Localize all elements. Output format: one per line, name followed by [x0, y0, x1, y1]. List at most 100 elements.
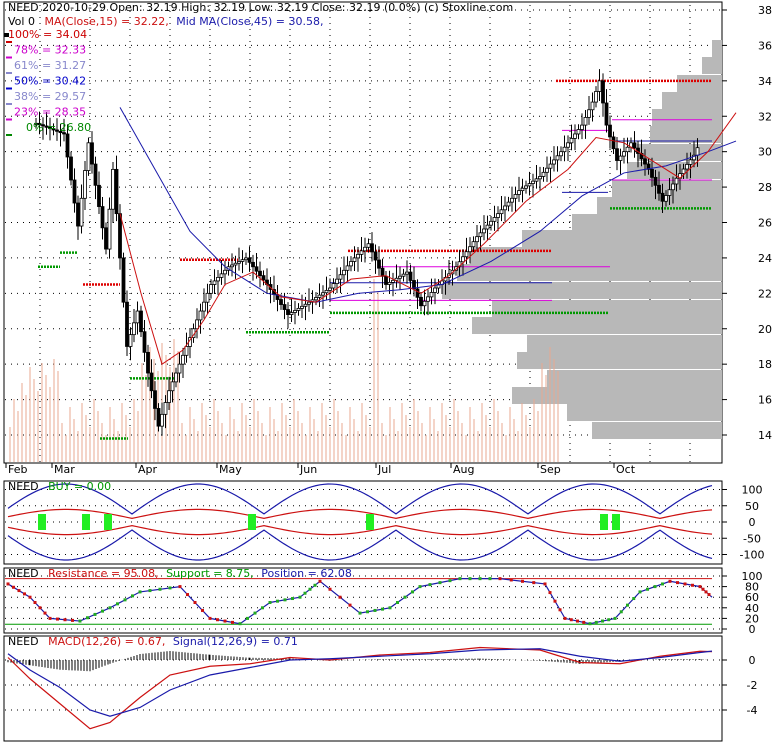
- candle-body: [237, 261, 241, 264]
- position-marker: [12, 585, 15, 589]
- fib-label: 23% = 28.35: [14, 106, 86, 119]
- volume-profile-bar: [567, 404, 722, 421]
- position-marker: [548, 591, 552, 595]
- candle-body: [174, 372, 178, 383]
- position-marker: [498, 577, 502, 581]
- candle-body: [230, 264, 234, 268]
- position-marker: [313, 583, 317, 587]
- res-tick-label: 0: [749, 623, 756, 636]
- buy-signal-marker: [600, 514, 608, 530]
- price-axis: 14 16 18 20 22 24 26 28 30 32 34 36 38: [722, 4, 772, 442]
- position-marker: [268, 601, 272, 604]
- candle-body: [632, 142, 637, 149]
- candle-body: [485, 224, 490, 230]
- volume-profile-bar: [442, 282, 722, 299]
- position-marker: [231, 620, 234, 624]
- volume-profile-bar: [637, 144, 722, 161]
- position-marker: [303, 591, 307, 595]
- candle-body: [419, 296, 423, 307]
- candle-body: [653, 176, 658, 186]
- month-label: Sep: [540, 463, 561, 476]
- candle-body: [100, 206, 105, 229]
- buy-tick-label: 50: [745, 500, 759, 513]
- candle-body: [279, 299, 283, 305]
- volume-profile-bar: [662, 92, 722, 109]
- candle-body: [611, 136, 616, 150]
- candle-body: [142, 331, 147, 353]
- position-marker: [619, 610, 623, 614]
- month-label: Feb: [8, 463, 27, 476]
- buy-signal-marker: [82, 514, 90, 530]
- position-marker: [276, 599, 279, 603]
- price-tick-label: 34: [758, 75, 772, 88]
- candle-body: [128, 334, 133, 347]
- candle-body: [674, 177, 679, 185]
- position-marker: [253, 611, 257, 615]
- price-tick-label: 20: [758, 323, 772, 336]
- fib-label: 61% = 31.27: [14, 59, 86, 72]
- candle-body: [517, 190, 521, 195]
- buy-signal-marker: [366, 514, 374, 530]
- candle-body: [387, 282, 392, 285]
- candle-body: [321, 292, 325, 296]
- candle-body: [212, 280, 217, 285]
- candle-body: [492, 217, 497, 222]
- candle-body: [545, 167, 549, 173]
- month-label: Aug: [453, 463, 474, 476]
- candle-body: [352, 257, 357, 262]
- candle-body: [359, 250, 364, 255]
- position-marker: [661, 582, 664, 586]
- candle-body: [496, 213, 500, 218]
- candle-body: [552, 159, 556, 165]
- candle-body: [282, 304, 287, 310]
- candle-body: [384, 275, 388, 285]
- candle-body: [475, 236, 479, 243]
- price-tick-label: 16: [758, 394, 772, 407]
- header-line: NEED 2020-10-29 Open: 32.19 High: 32.19 …: [8, 1, 513, 14]
- candle-body: [587, 109, 591, 118]
- position-marker: [48, 616, 52, 620]
- candle-body: [594, 91, 598, 103]
- fib-label: 38% = 29.57: [14, 90, 86, 103]
- candle-body: [608, 124, 612, 138]
- candle-body: [394, 277, 399, 281]
- candle-body: [328, 287, 332, 291]
- position-marker: [396, 601, 399, 604]
- position-marker: [38, 606, 42, 610]
- macd-panel: 0 -2 -4: [5, 646, 757, 730]
- candle-body: [380, 267, 385, 277]
- candle-body: [660, 192, 665, 202]
- candle-body: [643, 158, 647, 165]
- candle-body: [489, 220, 493, 226]
- buy-signal-marker: [38, 514, 46, 530]
- buy-label: BUY = 0.00: [48, 480, 111, 493]
- candle-body: [667, 189, 672, 196]
- candle-body: [349, 261, 353, 267]
- candle-body: [107, 208, 112, 250]
- month-label: Oct: [616, 463, 636, 476]
- candle-body: [167, 390, 171, 403]
- volume-profile-bar: [650, 126, 722, 143]
- macd-line: [7, 646, 713, 730]
- candle-body: [111, 168, 115, 210]
- candle-body: [181, 354, 185, 365]
- res-tick-label: 20: [745, 612, 759, 625]
- position-marker: [148, 589, 152, 593]
- candle-body: [345, 265, 350, 271]
- candle-body: [223, 269, 227, 275]
- candle-body: [604, 102, 609, 126]
- position-marker: [193, 601, 197, 604]
- position-marker: [468, 577, 472, 581]
- res-panel-name: NEED: [8, 567, 39, 580]
- position-marker: [418, 585, 422, 589]
- position-marker: [532, 581, 536, 585]
- candle-body: [275, 294, 280, 300]
- candle-body: [244, 257, 248, 261]
- position-marker: [17, 589, 21, 593]
- volume-bars: [9, 279, 559, 462]
- macd-label: MACD(12,26) = 0.67,: [48, 635, 165, 648]
- candle-body: [331, 283, 336, 289]
- svg-text:NEED BUY = 0.00: NEED BUY = 0.00: [8, 480, 111, 493]
- position-marker: [158, 587, 162, 591]
- candle-body: [363, 246, 367, 252]
